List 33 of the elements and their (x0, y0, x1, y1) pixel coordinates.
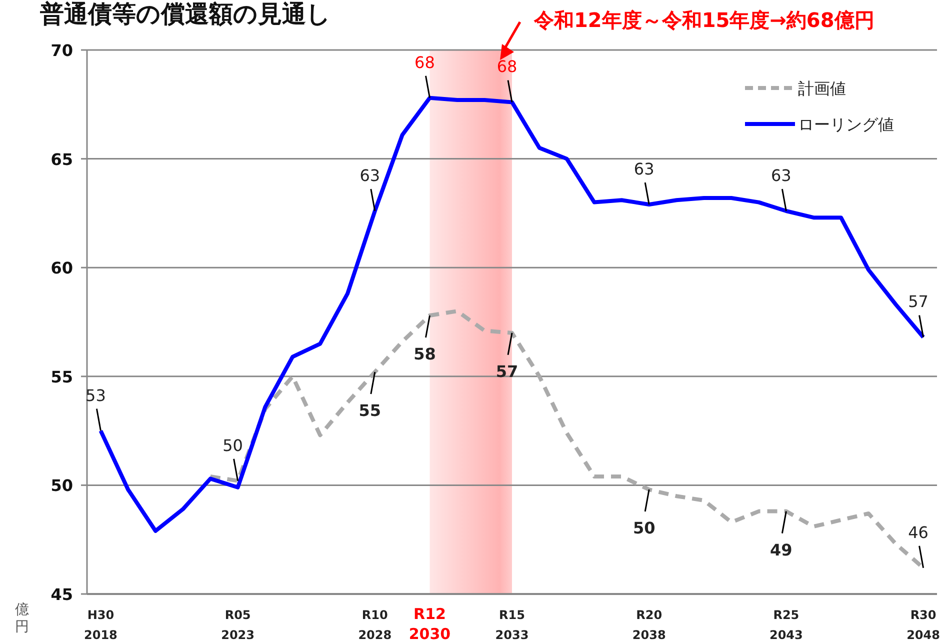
chart-title: 普通債等の償還額の見通し (39, 0, 331, 28)
data-label: 57 (908, 292, 928, 312)
data-label: 50 (222, 436, 243, 455)
legend-label: 計画値 (798, 79, 846, 98)
data-label: 57 (496, 362, 518, 381)
data-label: 68 (496, 57, 518, 76)
annotation: 令和12年度～令和15年度→約68億円 (533, 8, 874, 32)
data-label: 50 (632, 518, 656, 538)
x-tick-label: R10 2028 (358, 608, 392, 642)
x-tick-label: H30 2018 (84, 608, 118, 642)
y-tick-label: 50 (50, 476, 73, 496)
x-tick-label: R20 2038 (632, 608, 666, 642)
data-label: 55 (358, 401, 382, 420)
data-label: 58 (414, 344, 436, 364)
legend-label: ローリング値 (798, 115, 894, 134)
y-tick-label: 70 (50, 41, 73, 60)
data-label: 68 (414, 52, 435, 72)
data-label: 63 (634, 159, 654, 178)
y-tick-label: 55 (50, 367, 73, 386)
data-label: 46 (908, 522, 928, 542)
y-tick-label: 60 (50, 258, 73, 278)
y-tick-label: 65 (50, 150, 73, 169)
x-tick-label: R05 2023 (221, 608, 255, 642)
data-label: 63 (771, 166, 792, 186)
x-tick-label: R25 2043 (769, 608, 803, 642)
data-label: 63 (360, 166, 380, 186)
x-tick-label: R30 2048 (906, 608, 940, 642)
x-tick-label: R15 2033 (495, 608, 529, 642)
data-label: 49 (770, 540, 792, 560)
y-tick-label: 45 (50, 585, 73, 604)
x-tick-label: R12 2030 (408, 605, 451, 642)
y-axis-title: 億円 (15, 602, 29, 635)
data-label: 53 (86, 386, 106, 405)
